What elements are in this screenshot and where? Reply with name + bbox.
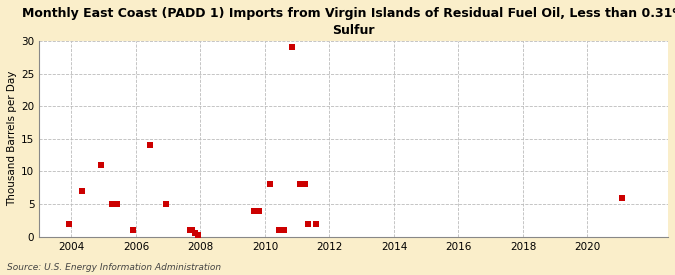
Point xyxy=(286,45,297,50)
Point xyxy=(310,221,321,226)
Point xyxy=(128,228,139,232)
Point xyxy=(77,189,88,193)
Point xyxy=(63,221,74,226)
Title: Monthly East Coast (PADD 1) Imports from Virgin Islands of Residual Fuel Oil, Le: Monthly East Coast (PADD 1) Imports from… xyxy=(22,7,675,37)
Point xyxy=(187,228,198,232)
Point xyxy=(160,202,171,206)
Point xyxy=(278,228,289,232)
Point xyxy=(96,163,107,167)
Point xyxy=(617,195,628,200)
Point xyxy=(249,208,260,213)
Point xyxy=(300,182,310,187)
Point xyxy=(192,233,203,238)
Text: Source: U.S. Energy Information Administration: Source: U.S. Energy Information Administ… xyxy=(7,263,221,272)
Point xyxy=(107,202,117,206)
Y-axis label: Thousand Barrels per Day: Thousand Barrels per Day xyxy=(7,71,17,207)
Point xyxy=(294,182,305,187)
Point xyxy=(112,202,123,206)
Point xyxy=(144,143,155,147)
Point xyxy=(302,221,313,226)
Point xyxy=(190,231,200,236)
Point xyxy=(254,208,265,213)
Point xyxy=(184,228,195,232)
Point xyxy=(273,228,284,232)
Point xyxy=(265,182,276,187)
